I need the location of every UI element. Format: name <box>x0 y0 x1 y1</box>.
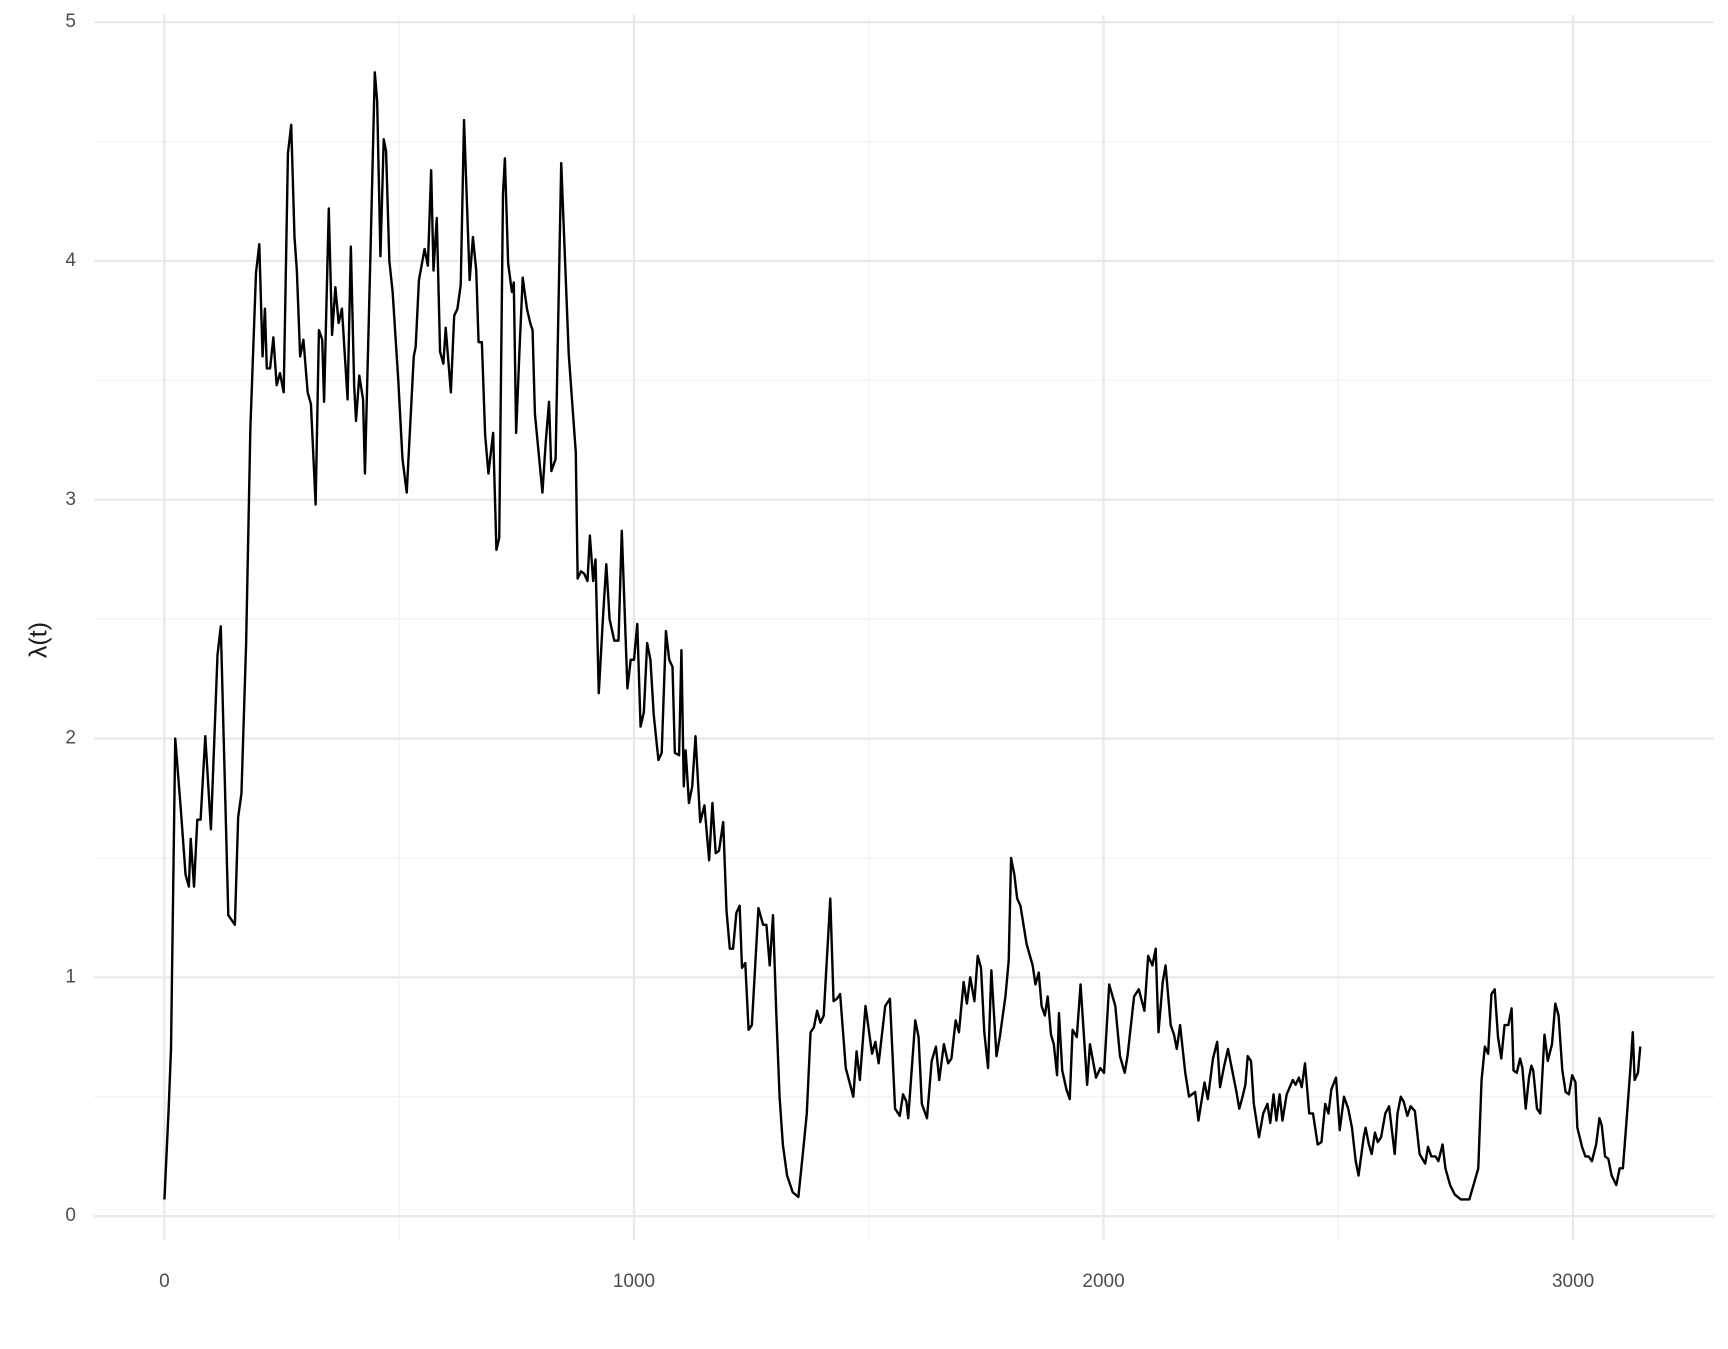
grid <box>94 15 1714 1240</box>
line <box>163 71 1642 1201</box>
x-tick-label: 1000 <box>613 1271 655 1292</box>
x-tick-label: 2000 <box>1082 1271 1124 1292</box>
y-tick-label: 0 <box>65 1205 76 1226</box>
x-tick-label: 0 <box>159 1271 170 1292</box>
y-axis-title: λ(t) <box>25 622 53 658</box>
y-tick-label: 2 <box>65 728 76 749</box>
y-tick-label: 1 <box>65 966 76 987</box>
x-tick-label: 3000 <box>1552 1271 1594 1292</box>
y-tick-label: 5 <box>65 11 76 32</box>
y-tick-label: 4 <box>65 250 76 271</box>
y-tick-label: 3 <box>65 489 76 510</box>
